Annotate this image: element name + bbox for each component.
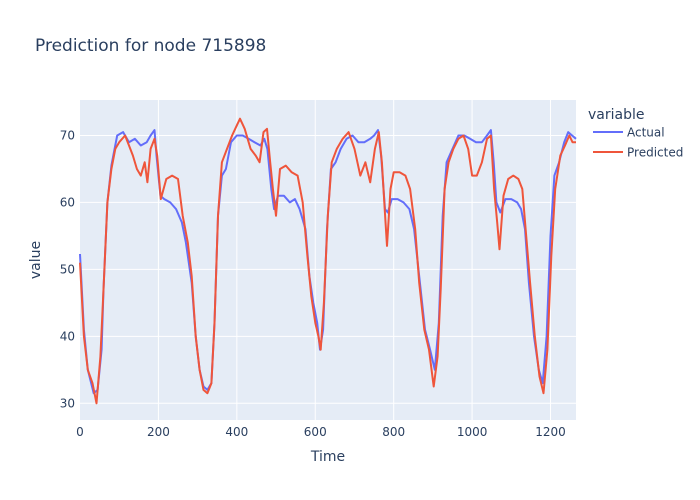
x-tick-label: 600 — [304, 425, 327, 439]
x-tick-label: 400 — [225, 425, 248, 439]
x-tick-label: 0 — [76, 425, 84, 439]
series-layer — [79, 117, 577, 405]
series-line-predicted[interactable] — [79, 117, 576, 405]
legend-label-predicted[interactable]: Predicted — [627, 146, 683, 160]
y-axis-title: value — [28, 241, 44, 279]
y-tick-label: 70 — [60, 128, 75, 142]
y-tick-label: 50 — [60, 262, 75, 276]
x-axis-ticks: 0 200 400 600 800 1000 1200 — [76, 425, 566, 439]
chart-title: Prediction for node 715898 — [35, 36, 266, 56]
legend-title: variable — [588, 107, 644, 123]
x-tick-label: 800 — [382, 425, 405, 439]
x-tick-label: 200 — [147, 425, 170, 439]
y-axis-ticks: 30 40 50 60 70 — [60, 128, 75, 410]
legend: variable Actual Predicted — [588, 107, 683, 160]
x-tick-label: 1200 — [535, 425, 566, 439]
y-tick-label: 60 — [60, 195, 75, 209]
y-tick-label: 40 — [60, 329, 75, 343]
x-tick-label: 1000 — [457, 425, 488, 439]
y-tick-label: 30 — [60, 396, 75, 410]
legend-label-actual[interactable]: Actual — [627, 126, 665, 140]
x-axis-title: Time — [310, 449, 345, 465]
plot-area — [80, 100, 576, 420]
